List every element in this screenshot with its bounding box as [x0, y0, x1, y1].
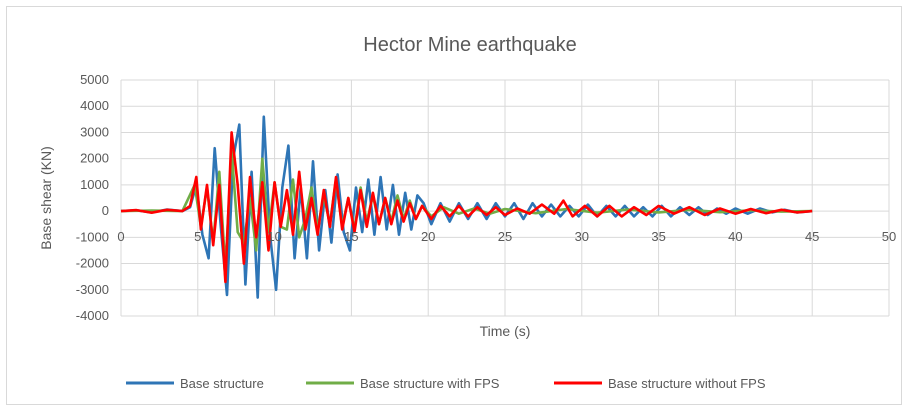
x-tick-label: 45: [805, 229, 819, 244]
x-tick-label: 25: [498, 229, 512, 244]
legend: Base structure Base structure with FPS Bas…: [126, 376, 766, 391]
y-axis-label: Base shear (KN): [38, 146, 54, 249]
grid-lines: [120, 79, 890, 317]
x-tick-label: 10: [267, 229, 281, 244]
x-axis-label: Time (s): [480, 323, 531, 339]
y-tick-label: -2000: [76, 256, 109, 271]
x-tick-label: 20: [421, 229, 435, 244]
legend-label-0: Base structure: [180, 376, 264, 391]
x-tick-label: 30: [575, 229, 589, 244]
x-tick-label: 40: [728, 229, 742, 244]
y-tick-label: 2000: [80, 151, 109, 166]
series-line-2: [120, 131, 813, 284]
y-tick-label: -1000: [76, 229, 109, 244]
x-tick-label: 50: [882, 229, 896, 244]
y-tick-label: 0: [102, 203, 109, 218]
legend-label-2: Base structure without FPS: [608, 376, 766, 391]
x-tick-label: 0: [117, 229, 124, 244]
x-tick-label: 15: [344, 229, 358, 244]
series-lines: [120, 115, 813, 299]
y-tick-label: -3000: [76, 282, 109, 297]
chart-area: [6, 6, 902, 405]
x-tick-label: 5: [194, 229, 201, 244]
chart-title: Hector Mine earthquake: [363, 34, 576, 56]
y-tick-label: 4000: [80, 98, 109, 113]
y-tick-label: -4000: [76, 308, 109, 323]
x-tick-label: 35: [651, 229, 665, 244]
y-tick-label: 5000: [80, 72, 109, 87]
y-tick-labels: -4000 -3000 -2000 -1000 0 1000 2000 3000 4000 500…: [76, 72, 109, 323]
y-tick-label: 1000: [80, 177, 109, 192]
x-tick-labels: 0 5 10 15 20 25 30 35 40 45 50: [117, 229, 896, 244]
y-tick-label: 3000: [80, 124, 109, 139]
legend-label-1: Base structure with FPS: [360, 376, 500, 391]
